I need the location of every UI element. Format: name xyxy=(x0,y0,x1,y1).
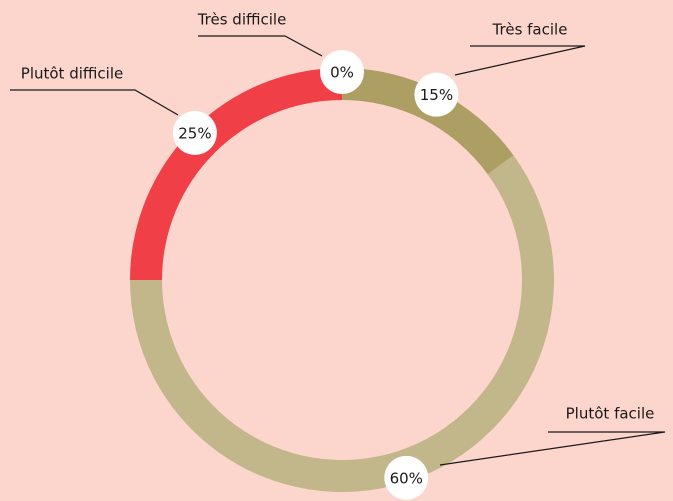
leader-line xyxy=(198,35,323,57)
value-label-bg xyxy=(172,110,217,155)
value-label-bg xyxy=(414,72,459,117)
category-label: Très difficile xyxy=(197,11,287,29)
category-label: Très facile xyxy=(492,21,568,39)
value-label: 60% xyxy=(390,469,423,487)
donut-segment xyxy=(130,68,342,280)
value-label: 15% xyxy=(420,86,453,104)
leader-line xyxy=(439,431,666,466)
value-label: 0% xyxy=(330,64,354,82)
value-label: 25% xyxy=(178,124,211,142)
category-label: Plutôt difficile xyxy=(21,65,123,83)
value-label-bg xyxy=(384,455,429,500)
leader-line xyxy=(454,45,586,76)
leader-line xyxy=(10,89,179,116)
value-label-bg xyxy=(320,50,364,94)
category-label: Plutôt facile xyxy=(566,405,655,423)
donut-segment xyxy=(130,155,555,492)
donut-segment xyxy=(342,68,514,175)
